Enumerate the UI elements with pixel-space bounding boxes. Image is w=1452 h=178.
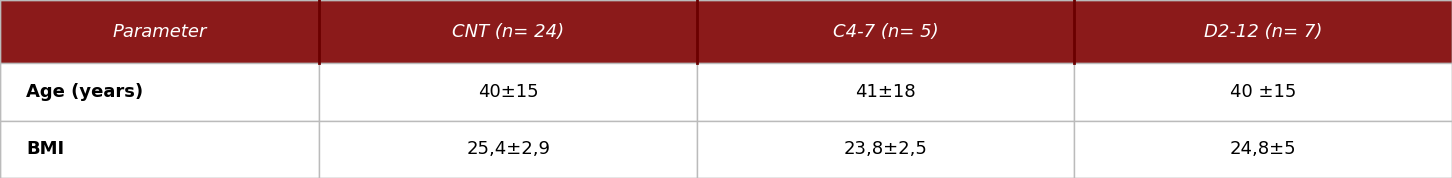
Bar	[697, 121, 1074, 178]
Bar	[0, 63, 319, 121]
Text: 41±18: 41±18	[855, 83, 916, 101]
Text: 40±15: 40±15	[478, 83, 539, 101]
Text: Parameter: Parameter	[113, 23, 206, 41]
Text: CNT (n= 24): CNT (n= 24)	[452, 23, 565, 41]
Text: 25,4±2,9: 25,4±2,9	[466, 140, 550, 158]
Text: D2-12 (n= 7): D2-12 (n= 7)	[1204, 23, 1323, 41]
Bar	[697, 0, 1074, 63]
Bar	[1074, 0, 1452, 63]
Text: 40 ±15: 40 ±15	[1230, 83, 1297, 101]
Bar	[319, 0, 697, 63]
Text: Age (years): Age (years)	[26, 83, 144, 101]
Bar	[0, 121, 319, 178]
Bar	[1074, 63, 1452, 121]
Bar	[319, 63, 697, 121]
Bar	[697, 63, 1074, 121]
Text: BMI: BMI	[26, 140, 64, 158]
Bar	[319, 121, 697, 178]
Bar	[0, 0, 319, 63]
Text: 23,8±2,5: 23,8±2,5	[844, 140, 928, 158]
Bar	[1074, 121, 1452, 178]
Bar	[0, 0, 1452, 63]
Text: C4-7 (n= 5): C4-7 (n= 5)	[833, 23, 938, 41]
Text: 24,8±5: 24,8±5	[1230, 140, 1297, 158]
